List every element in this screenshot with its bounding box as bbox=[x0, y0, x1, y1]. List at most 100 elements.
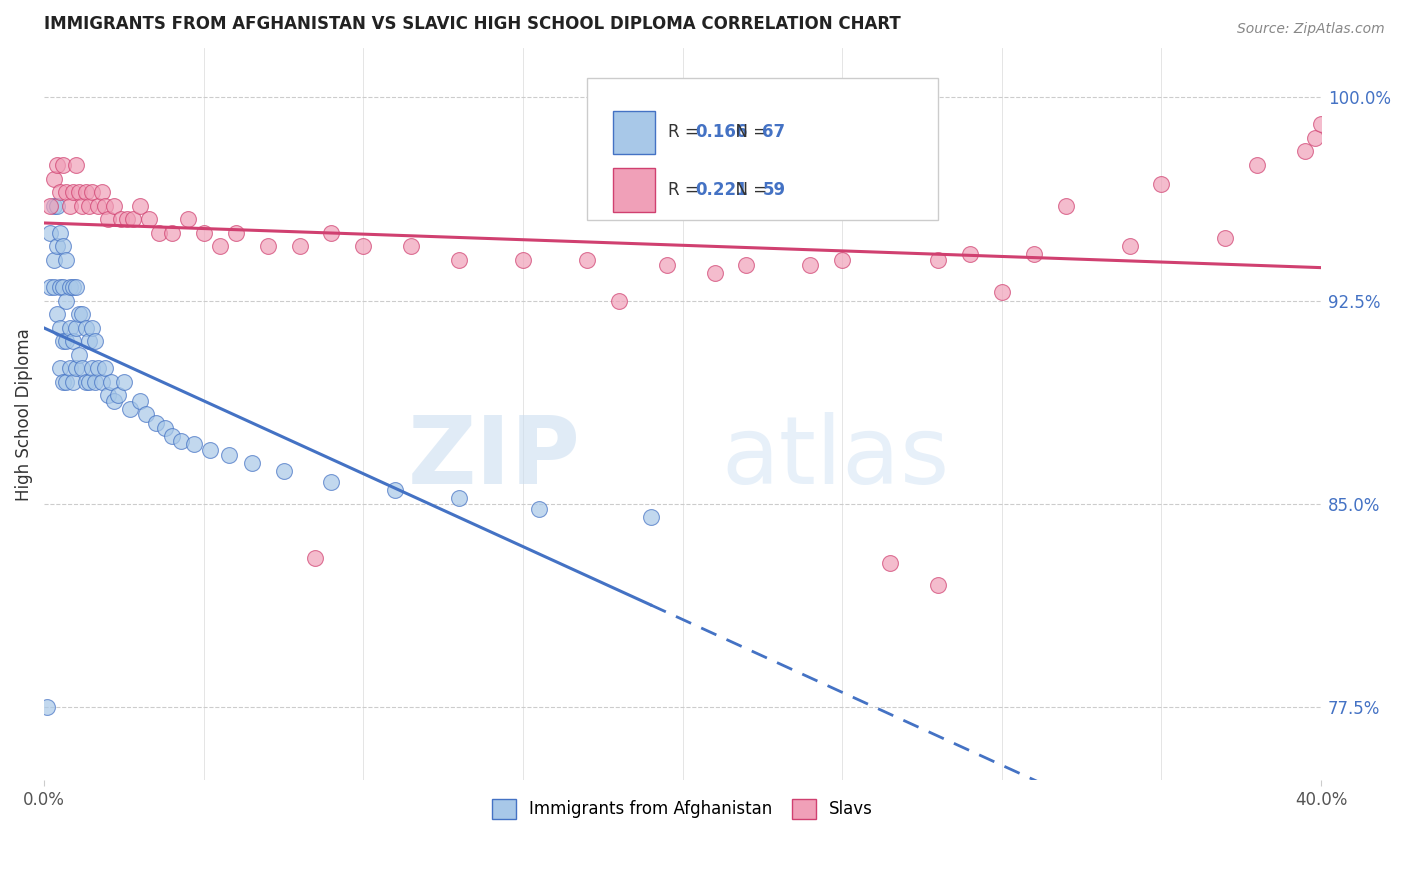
Point bbox=[59, 280, 82, 294]
Point bbox=[288, 239, 311, 253]
Point bbox=[607, 293, 630, 308]
Point bbox=[399, 239, 422, 253]
Point bbox=[991, 285, 1014, 300]
Point bbox=[1150, 177, 1173, 191]
Point bbox=[135, 408, 157, 422]
Point bbox=[55, 252, 77, 267]
Point bbox=[55, 185, 77, 199]
Point bbox=[183, 437, 205, 451]
Point bbox=[273, 464, 295, 478]
Point bbox=[128, 393, 150, 408]
Point bbox=[90, 185, 112, 199]
Point bbox=[55, 293, 77, 308]
Point bbox=[52, 158, 75, 172]
Text: 59: 59 bbox=[762, 181, 786, 199]
Point bbox=[42, 252, 65, 267]
Point bbox=[1294, 145, 1316, 159]
Text: 0.166: 0.166 bbox=[696, 123, 748, 142]
Point bbox=[49, 185, 72, 199]
Point bbox=[831, 252, 853, 267]
Point bbox=[640, 510, 662, 524]
Text: IMMIGRANTS FROM AFGHANISTAN VS SLAVIC HIGH SCHOOL DIPLOMA CORRELATION CHART: IMMIGRANTS FROM AFGHANISTAN VS SLAVIC HI… bbox=[44, 15, 901, 33]
Point bbox=[59, 199, 82, 213]
Point bbox=[927, 578, 949, 592]
Point bbox=[170, 434, 193, 449]
Point bbox=[879, 557, 901, 571]
Point bbox=[1054, 199, 1077, 213]
Point bbox=[45, 239, 67, 253]
Point bbox=[575, 252, 598, 267]
Point bbox=[145, 416, 167, 430]
Point bbox=[103, 393, 125, 408]
Point bbox=[80, 320, 103, 334]
Text: R =: R = bbox=[668, 123, 704, 142]
Point bbox=[304, 551, 326, 566]
Point bbox=[218, 448, 240, 462]
Point bbox=[65, 320, 87, 334]
Point bbox=[240, 456, 263, 470]
Text: 0.221: 0.221 bbox=[696, 181, 748, 199]
Point bbox=[39, 226, 62, 240]
Point bbox=[112, 375, 135, 389]
Point bbox=[52, 239, 75, 253]
Point bbox=[52, 334, 75, 348]
Point bbox=[84, 334, 107, 348]
Point bbox=[75, 375, 97, 389]
Legend: Immigrants from Afghanistan, Slavs: Immigrants from Afghanistan, Slavs bbox=[484, 791, 882, 827]
Point bbox=[799, 258, 821, 272]
Text: 67: 67 bbox=[762, 123, 786, 142]
Point bbox=[1246, 158, 1268, 172]
Point bbox=[52, 375, 75, 389]
Bar bbox=[613, 111, 655, 154]
Point bbox=[110, 212, 132, 227]
Point bbox=[49, 320, 72, 334]
Point bbox=[49, 226, 72, 240]
Point bbox=[90, 375, 112, 389]
Point bbox=[208, 239, 231, 253]
Point bbox=[45, 199, 67, 213]
Point bbox=[80, 361, 103, 376]
Point bbox=[59, 320, 82, 334]
Point bbox=[62, 280, 84, 294]
Point bbox=[155, 421, 177, 435]
Point bbox=[49, 280, 72, 294]
Point bbox=[94, 199, 117, 213]
Text: Source: ZipAtlas.com: Source: ZipAtlas.com bbox=[1237, 22, 1385, 37]
Point bbox=[67, 348, 90, 362]
Point bbox=[1118, 239, 1140, 253]
Point bbox=[39, 280, 62, 294]
Point bbox=[160, 429, 183, 443]
Point bbox=[198, 442, 221, 457]
Point bbox=[449, 252, 471, 267]
Point bbox=[1310, 117, 1333, 131]
Point bbox=[72, 199, 94, 213]
Point bbox=[160, 226, 183, 240]
Point bbox=[75, 320, 97, 334]
Point bbox=[527, 502, 550, 516]
Point bbox=[62, 375, 84, 389]
Point bbox=[77, 199, 100, 213]
Y-axis label: High School Diploma: High School Diploma bbox=[15, 328, 32, 500]
Point bbox=[62, 334, 84, 348]
Point bbox=[655, 258, 678, 272]
Point bbox=[52, 280, 75, 294]
Point bbox=[148, 226, 170, 240]
Point bbox=[65, 280, 87, 294]
Point bbox=[80, 185, 103, 199]
Point bbox=[703, 267, 725, 281]
Point bbox=[120, 401, 142, 416]
Point bbox=[1213, 231, 1236, 245]
Point bbox=[107, 388, 129, 402]
Point bbox=[1022, 247, 1045, 261]
Point bbox=[128, 199, 150, 213]
Point bbox=[45, 307, 67, 321]
Point bbox=[100, 375, 122, 389]
Point bbox=[67, 307, 90, 321]
Point bbox=[62, 185, 84, 199]
Point bbox=[122, 212, 145, 227]
Text: R =: R = bbox=[668, 181, 704, 199]
Point bbox=[72, 307, 94, 321]
Point bbox=[97, 388, 120, 402]
Point bbox=[42, 199, 65, 213]
Point bbox=[65, 158, 87, 172]
